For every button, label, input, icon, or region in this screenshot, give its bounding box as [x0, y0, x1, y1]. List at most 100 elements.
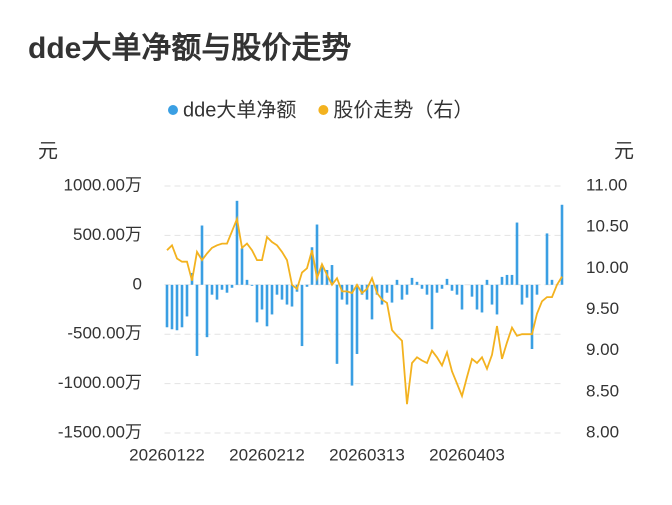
bar: [505, 274, 509, 285]
bar: [480, 284, 484, 313]
y-tick-label: -1000.00万: [58, 373, 142, 392]
y-tick-label: -500.00万: [67, 324, 142, 343]
bar: [390, 284, 394, 303]
bar: [345, 284, 349, 305]
y2-tick-label: 10.50: [586, 217, 629, 236]
bar: [330, 265, 334, 285]
bar: [385, 284, 389, 293]
bar: [355, 284, 359, 354]
bar: [430, 284, 434, 330]
bar: [400, 284, 404, 300]
y2-tick-label: 8.50: [586, 381, 619, 400]
x-tick-label: 20260122: [129, 445, 205, 464]
bar: [495, 284, 499, 315]
bar: [510, 274, 514, 285]
bar: [300, 284, 304, 347]
bar: [370, 284, 374, 320]
y-tick-label: 0: [133, 274, 142, 293]
bar: [410, 277, 414, 285]
bar: [420, 284, 424, 289]
bar: [485, 279, 489, 285]
price-line: [166, 215, 563, 405]
legend-label: 股价走势（右）: [333, 98, 473, 121]
bar: [250, 284, 254, 286]
y2-tick-label: 11.00: [586, 175, 627, 194]
bar: [165, 284, 169, 328]
y-axis-label: 元: [38, 140, 58, 162]
y2-axis-label: 元: [614, 140, 634, 162]
x-tick-label: 20260403: [429, 445, 505, 464]
bar: [240, 248, 244, 285]
bar: [335, 284, 339, 364]
bar: [255, 284, 259, 323]
x-tick-label: 20260212: [229, 445, 305, 464]
bar: [230, 284, 234, 288]
bar: [490, 284, 494, 305]
bar: [220, 284, 224, 290]
legend-label: dde大单净额: [183, 98, 296, 121]
bar: [435, 284, 439, 293]
bar: [470, 284, 474, 297]
bar: [195, 284, 199, 356]
bar: [375, 284, 379, 295]
bar: [460, 284, 464, 310]
y-tick-label: -1500.00万: [58, 422, 142, 441]
x-tick-label: 20260313: [329, 445, 405, 464]
bar: [280, 284, 284, 300]
bar: [360, 284, 364, 295]
bar: [405, 284, 409, 295]
bar: [545, 233, 549, 285]
bar: [305, 284, 309, 287]
bar: [265, 284, 269, 327]
y2-tick-label: 9.00: [586, 340, 619, 359]
chart-title: dde大单净额与股价走势: [28, 31, 351, 65]
bar: [475, 284, 479, 310]
bar: [500, 276, 504, 285]
legend-marker: [318, 105, 329, 115]
bar: [315, 224, 319, 285]
bar: [440, 284, 444, 289]
bar: [535, 284, 539, 295]
bar: [560, 204, 564, 285]
bar: [445, 278, 449, 285]
bar: [380, 284, 384, 305]
bar: [270, 284, 274, 315]
bar: [515, 222, 519, 285]
bar: [200, 225, 204, 285]
bar: [215, 284, 219, 300]
bar: [235, 200, 239, 285]
y2-tick-label: 8.00: [586, 422, 619, 441]
bar: [185, 284, 189, 317]
bar: [450, 284, 454, 291]
bar: [415, 281, 419, 285]
bar: [260, 284, 264, 310]
bar: [290, 284, 294, 307]
bar: [530, 284, 534, 350]
bar: [525, 284, 529, 298]
bar: [550, 279, 554, 285]
bar: [365, 284, 369, 300]
bar: [205, 284, 209, 338]
bar: [395, 279, 399, 285]
y2-tick-label: 10.00: [586, 258, 629, 277]
y-tick-label: 1000.00万: [64, 175, 142, 194]
bar: [180, 284, 184, 328]
bar: [520, 284, 524, 305]
legend-marker: [168, 105, 178, 115]
bar: [225, 284, 229, 293]
bar: [350, 284, 354, 386]
bar: [320, 265, 324, 285]
y2-tick-label: 9.50: [586, 299, 619, 318]
bar: [285, 284, 289, 305]
y-tick-label: 500.00万: [73, 225, 142, 244]
bar: [455, 284, 459, 295]
bar: [210, 284, 214, 295]
bar: [175, 284, 179, 331]
bar: [275, 284, 279, 295]
bar: [325, 269, 329, 285]
bar: [170, 284, 174, 330]
bar: [245, 279, 249, 285]
bar: [310, 247, 314, 285]
